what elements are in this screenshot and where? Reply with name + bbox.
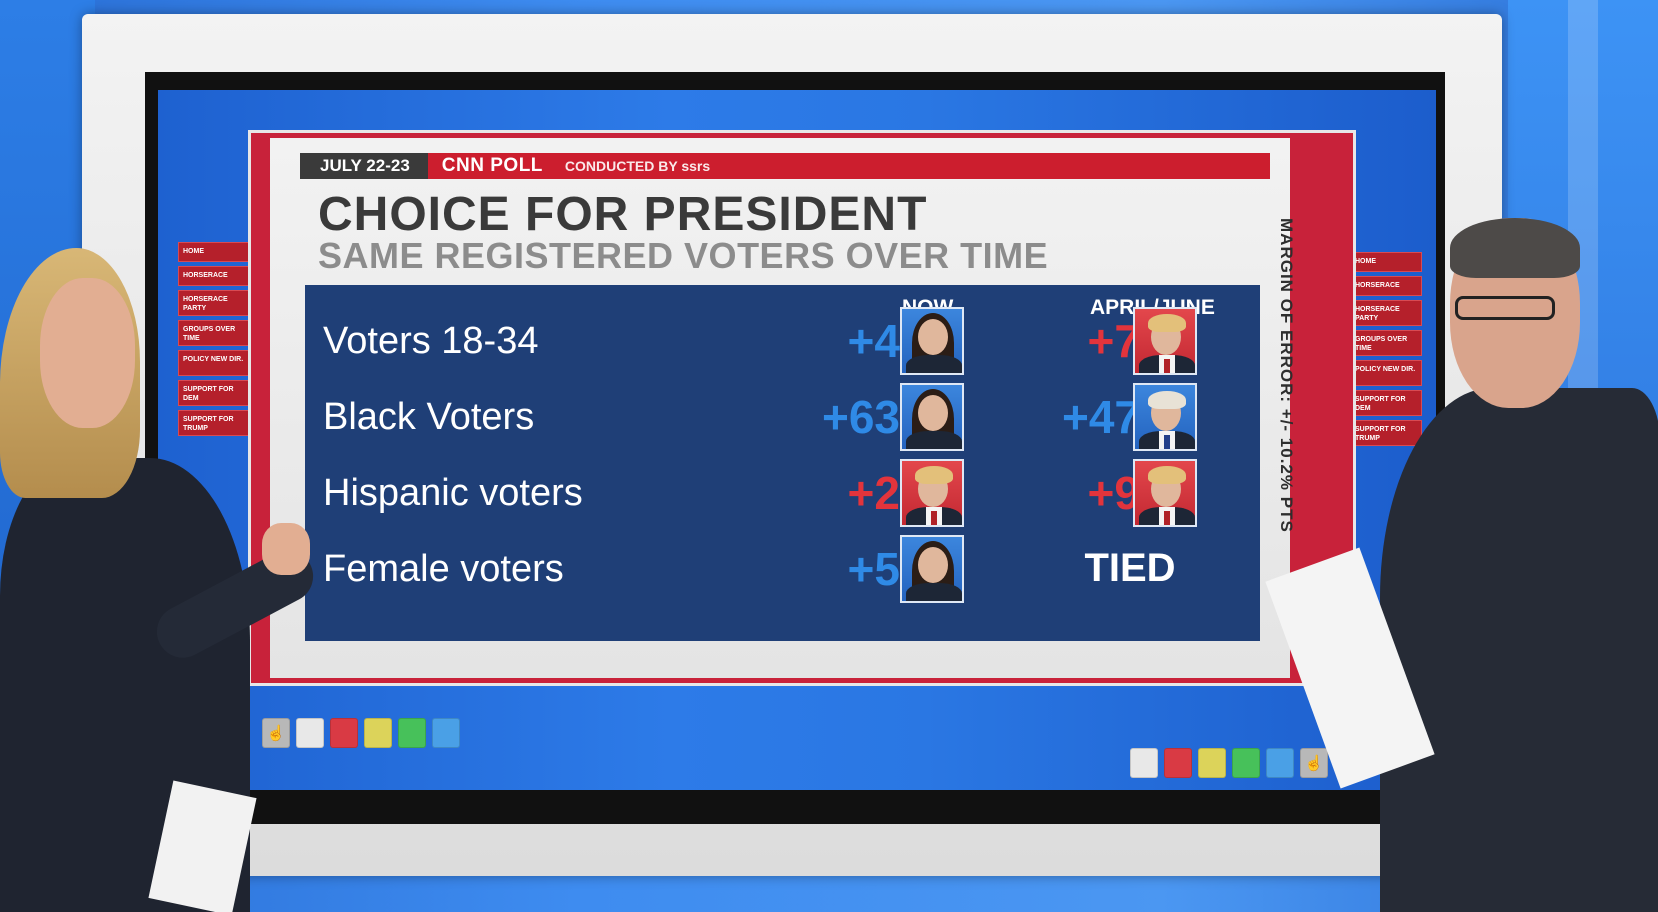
- side-menu-policy-new-dir[interactable]: POLICY NEW DIR.: [178, 350, 250, 376]
- poll-name: CNN POLL: [441, 155, 543, 176]
- color-chip[interactable]: [330, 718, 358, 748]
- color-chip[interactable]: [398, 718, 426, 748]
- margin-now: +5: [847, 543, 900, 595]
- margin-april-june-tied: TIED: [1084, 546, 1176, 590]
- margin-now: +2: [847, 467, 900, 519]
- tool-palette-left: ☝: [262, 718, 460, 748]
- candidate-portrait-rep: [1133, 307, 1197, 375]
- hand-tool-icon[interactable]: ☝: [1300, 748, 1328, 778]
- candidate-portrait-rep: [1133, 459, 1197, 527]
- color-chip[interactable]: [296, 718, 324, 748]
- poll-topbar: JULY 22-23 CNN POLL CONDUCTED BY ssrs: [300, 153, 1270, 179]
- result-row: Hispanic voters +2 +9: [305, 454, 1260, 532]
- side-menu-horserace[interactable]: HORSERACE: [178, 266, 250, 286]
- hand-tool-icon[interactable]: ☝: [262, 718, 290, 748]
- margin-april-june: +47: [1061, 391, 1140, 443]
- row-label: Voters 18-34: [323, 320, 539, 362]
- color-chip[interactable]: [1232, 748, 1260, 778]
- result-row: Female voters +5 TIED: [305, 530, 1260, 608]
- margin-now: +4: [847, 315, 900, 367]
- side-menu-left: HOME HORSERACE HORSERACE PARTY GROUPS OV…: [178, 242, 250, 436]
- result-row: Black Voters +63 +47: [305, 378, 1260, 456]
- color-chip[interactable]: [364, 718, 392, 748]
- poll-date: JULY 22-23: [300, 153, 428, 179]
- side-menu-support-for-dem[interactable]: SUPPORT FOR DEM: [1350, 390, 1422, 416]
- margin-april-june: +7: [1087, 315, 1140, 367]
- side-menu-support-for-dem[interactable]: SUPPORT FOR DEM: [178, 380, 250, 406]
- candidate-portrait-dem: [900, 307, 964, 375]
- color-chip[interactable]: [1164, 748, 1192, 778]
- margin-now: +63: [821, 391, 900, 443]
- graphic-title: CHOICE FOR PRESIDENT: [318, 188, 928, 241]
- color-chip[interactable]: [1198, 748, 1226, 778]
- side-menu-support-for-trump[interactable]: SUPPORT FOR TRUMP: [178, 410, 250, 436]
- candidate-portrait-dem: [900, 535, 964, 603]
- side-menu-groups-over-time[interactable]: GROUPS OVER TIME: [1350, 330, 1422, 356]
- row-label: Hispanic voters: [323, 472, 583, 514]
- side-menu-horserace-party[interactable]: HORSERACE PARTY: [178, 290, 250, 316]
- margin-april-june: +9: [1087, 467, 1140, 519]
- color-chip[interactable]: [432, 718, 460, 748]
- color-chip[interactable]: [1130, 748, 1158, 778]
- candidate-portrait-dem: [900, 383, 964, 451]
- results-panel: [305, 285, 1260, 641]
- tool-palette-right: ☝: [1130, 748, 1328, 778]
- side-menu-support-for-trump[interactable]: SUPPORT FOR TRUMP: [1350, 420, 1422, 446]
- presenter-right: [1265, 218, 1658, 912]
- graphic-subtitle: SAME REGISTERED VOTERS OVER TIME: [318, 235, 1049, 276]
- side-menu-groups-over-time[interactable]: GROUPS OVER TIME: [178, 320, 250, 346]
- poll-conducted-by: CONDUCTED BY ssrs: [564, 158, 711, 174]
- result-row: Voters 18-34 +4 +7: [305, 302, 1260, 380]
- candidate-portrait-rep: [900, 459, 964, 527]
- margin-of-error: MARGIN OF ERROR: +/- 10.2% PTS: [1277, 218, 1296, 533]
- candidate-portrait-dem: [1133, 383, 1197, 451]
- color-chip[interactable]: [1266, 748, 1294, 778]
- poll-source: CNN POLL CONDUCTED BY ssrs: [427, 153, 1270, 179]
- row-label: Female voters: [323, 548, 564, 590]
- presenter-left: [0, 248, 323, 912]
- row-label: Black Voters: [323, 396, 535, 438]
